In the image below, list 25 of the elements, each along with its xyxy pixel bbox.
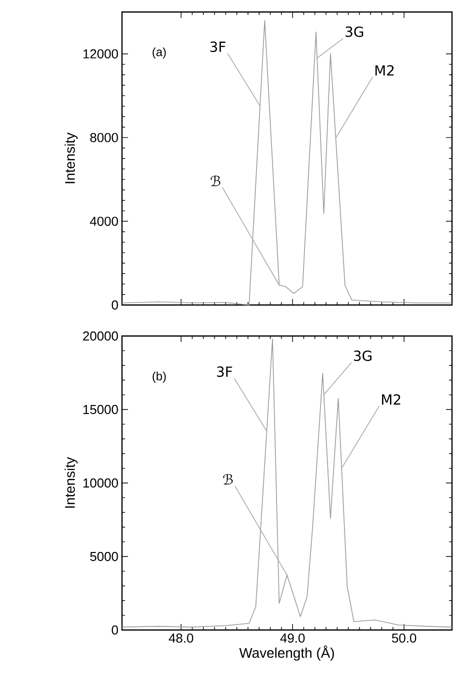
y-tick-label: 12000 (83, 49, 118, 58)
x-tick-label: 50.0 (392, 634, 416, 643)
annotation: M2 (375, 65, 394, 76)
y-tick-label: 15000 (83, 404, 118, 414)
annotation: 3F (217, 366, 232, 377)
annotation: M2 (382, 394, 400, 405)
y-tick-label: 0 (112, 625, 118, 635)
y-tick-label: 10000 (83, 478, 118, 488)
y-axis-title: Intensity (64, 132, 78, 184)
x-tick-label: 49.0 (280, 634, 305, 643)
y-tick-label: 0 (112, 300, 118, 310)
annotation: 3G (354, 350, 372, 362)
annotation: (a) (152, 47, 166, 59)
annotation: ℬ (223, 474, 233, 485)
y-tick-label: 8000 (90, 132, 118, 142)
annotation: (b) (152, 372, 166, 383)
annotation: 3F (210, 41, 226, 52)
annotation: 3G (346, 26, 364, 38)
x-tick-label: 48.0 (168, 634, 194, 643)
y-tick-label: 20000 (83, 331, 118, 341)
x-axis-title: Wavelength (Å) (239, 646, 334, 661)
y-axis-title: Intensity (64, 457, 78, 508)
annotation: ℬ (210, 175, 220, 186)
y-tick-label: 4000 (90, 216, 118, 226)
y-tick-label: 5000 (90, 552, 118, 562)
